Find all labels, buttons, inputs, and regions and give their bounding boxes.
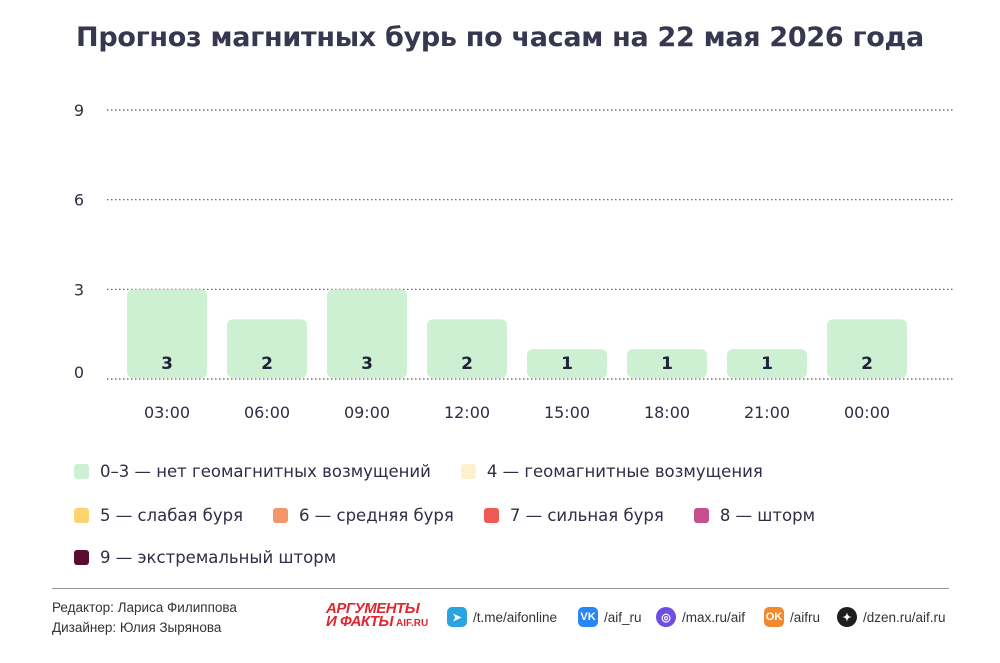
x-tick-label: 03:00 xyxy=(144,403,190,422)
logo-line-1: АРГУМЕНТЫ xyxy=(326,600,420,617)
y-tick-label: 9 xyxy=(74,101,84,120)
x-tick-label: 18:00 xyxy=(644,403,690,422)
designer-credit: Дизайнер: Юлия Зырянова xyxy=(52,620,222,635)
y-tick-label: 6 xyxy=(74,191,84,210)
y-tick-label: 3 xyxy=(74,280,84,299)
x-tick-label: 09:00 xyxy=(344,403,390,422)
bar xyxy=(627,349,707,378)
legend-row-3: 9 — экстремальный шторм xyxy=(74,546,366,568)
editor-credit: Редактор: Лариса Филиппова xyxy=(52,600,237,615)
odnoklassniki-icon: OK xyxy=(764,607,784,627)
legend-swatch xyxy=(74,463,89,479)
chart-title: Прогноз магнитных бурь по часам на 22 ма… xyxy=(76,22,924,53)
bar xyxy=(227,319,307,378)
social-link-text: /max.ru/aif xyxy=(682,609,746,625)
bar-value-label: 3 xyxy=(361,354,373,374)
legend-swatch xyxy=(74,507,89,523)
logo-line-3: AIF.RU xyxy=(396,618,429,629)
legend-label: 8 — шторм xyxy=(719,505,816,525)
bar-value-label: 2 xyxy=(461,354,473,374)
legend-item-geomagnetic-disturbance: 4 — геомагнитные возмущения xyxy=(460,461,763,481)
bar-value-label: 3 xyxy=(161,354,173,374)
legend-item-no-disturbance: 0–3 — нет геомагнитных возмущений xyxy=(74,462,431,481)
social-link-telegram[interactable]: ➤ /t.me/aifonline xyxy=(447,607,557,627)
logo-line-2: И ФАКТЫ xyxy=(326,613,394,630)
bar-chart: 0 3 6 9 3 03:00 2 06:00 3 09:00 2 12:00 1 15:00 1 18:00… xyxy=(74,101,955,422)
legend-label: 4 — геомагнитные возмущения xyxy=(486,461,763,481)
legend-swatch xyxy=(460,463,476,479)
social-link-text: /dzen.ru/aif.ru xyxy=(863,609,946,625)
aif-logo[interactable]: АРГУМЕНТЫ И ФАКТЫ AIF.RU xyxy=(326,600,434,633)
legend-label: 7 — сильная буря xyxy=(509,505,664,525)
bar-value-label: 1 xyxy=(761,354,773,374)
telegram-icon: ➤ xyxy=(447,607,467,627)
bar-value-label: 1 xyxy=(561,354,573,374)
social-link-vk[interactable]: VK /aif_ru xyxy=(578,607,642,627)
social-link-text: /t.me/aifonline xyxy=(473,609,558,625)
bar-value-label: 2 xyxy=(261,354,273,374)
legend-item-storm: 8 — шторм xyxy=(693,505,816,525)
x-tick-label: 12:00 xyxy=(444,403,490,422)
x-tick-label: 21:00 xyxy=(744,403,790,422)
bar xyxy=(827,319,907,378)
max-icon: ◎ xyxy=(656,607,676,627)
bar-value-label: 2 xyxy=(861,354,873,374)
x-tick-label: 15:00 xyxy=(544,403,590,422)
bar xyxy=(727,349,807,378)
dzen-icon: ✦ xyxy=(837,607,857,627)
x-tick-label: 06:00 xyxy=(244,403,290,422)
bar xyxy=(527,349,607,378)
social-link-text: /aifru xyxy=(790,609,821,625)
social-link-dzen[interactable]: ✦ /dzen.ru/aif.ru xyxy=(837,607,946,627)
legend-swatch xyxy=(74,549,89,565)
legend-swatch xyxy=(483,507,499,523)
footer-divider xyxy=(52,588,949,589)
legend-item-weak-storm: 5 — слабая буря xyxy=(74,506,243,525)
x-tick-label: 00:00 xyxy=(844,403,890,422)
bar xyxy=(327,289,407,378)
vk-icon: VK xyxy=(578,607,598,627)
legend-label: 0–3 — нет геомагнитных возмущений xyxy=(100,461,431,481)
legend-item-strong-storm: 7 — сильная буря xyxy=(483,505,664,525)
y-tick-label: 0 xyxy=(74,363,84,382)
social-link-odnoklassniki[interactable]: OK /aifru xyxy=(764,607,820,627)
legend-label: 6 — средняя буря xyxy=(299,505,454,525)
bar xyxy=(127,289,207,378)
legend-item-extreme-storm: 9 — экстремальный шторм xyxy=(74,548,336,567)
legend-item-medium-storm: 6 — средняя буря xyxy=(273,506,454,525)
legend-label: 5 — слабая буря xyxy=(100,505,244,525)
bar-value-label: 1 xyxy=(661,354,673,374)
legend-swatch xyxy=(273,507,289,523)
social-link-max[interactable]: ◎ /max.ru/aif xyxy=(656,607,745,627)
social-link-text: /aif_ru xyxy=(604,609,642,625)
legend-row-2: 5 — слабая буря 6 — средняя буря 7 — сил… xyxy=(74,504,845,526)
legend-label: 9 — экстремальный шторм xyxy=(100,547,337,567)
legend-row-1: 0–3 — нет геомагнитных возмущений 4 — ге… xyxy=(74,460,793,482)
legend-swatch xyxy=(693,507,709,523)
bar xyxy=(427,319,507,378)
